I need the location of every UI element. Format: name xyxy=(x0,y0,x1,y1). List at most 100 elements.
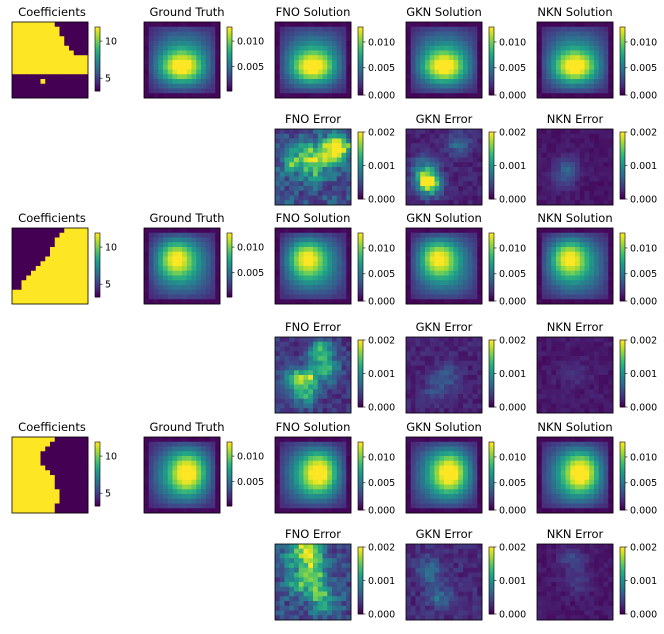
heatmap-cell xyxy=(12,247,18,253)
heatmap-cell xyxy=(332,275,338,281)
heatmap-cell xyxy=(415,384,421,390)
heatmap-cell xyxy=(439,162,445,168)
heatmap-cell xyxy=(458,275,464,281)
heatmap-cell xyxy=(551,195,557,201)
heatmap-cell xyxy=(594,181,600,187)
heatmap-cell xyxy=(594,129,600,135)
heatmap-cell xyxy=(608,171,614,177)
heatmap-cell xyxy=(453,337,459,343)
heatmap-cell xyxy=(346,375,352,381)
heatmap-cell xyxy=(158,232,164,238)
heatmap-cell xyxy=(78,270,84,276)
heatmap-cell xyxy=(434,351,440,357)
heatmap-cell xyxy=(415,232,421,238)
colorbar-segment xyxy=(95,63,100,66)
heatmap-cell xyxy=(570,157,576,163)
heatmap-cell xyxy=(148,228,154,234)
heatmap-cell xyxy=(551,346,557,352)
heatmap-cell xyxy=(26,508,32,514)
heatmap-cell xyxy=(336,190,342,196)
heatmap-cell xyxy=(279,251,285,257)
heatmap-cell xyxy=(21,228,27,234)
heatmap-cell xyxy=(153,36,159,42)
heatmap-cell xyxy=(322,148,328,154)
heatmap-cell xyxy=(177,50,183,56)
heatmap-cell xyxy=(589,133,595,139)
heatmap-cell xyxy=(444,365,450,371)
heatmap-cell xyxy=(322,232,328,238)
heatmap-cell xyxy=(167,270,173,276)
heatmap-cell xyxy=(35,93,41,99)
heatmap-cell xyxy=(458,285,464,291)
heatmap-cell xyxy=(12,26,18,32)
heatmap-cell xyxy=(434,157,440,163)
heatmap-cell xyxy=(565,294,571,300)
heatmap-cell xyxy=(317,266,323,272)
heatmap-cell xyxy=(186,31,192,37)
heatmap-cell xyxy=(294,379,300,385)
heatmap-cell xyxy=(556,41,562,47)
heatmap-cell xyxy=(327,370,333,376)
heatmap-cell xyxy=(472,232,478,238)
heatmap-cell xyxy=(336,237,342,243)
heatmap-cell xyxy=(144,242,150,248)
heatmap-cell xyxy=(603,256,609,262)
heatmap-cell xyxy=(332,247,338,253)
heatmap-cell xyxy=(594,167,600,173)
heatmap-cell xyxy=(322,261,328,267)
heatmap-cell xyxy=(410,266,416,272)
heatmap-cell xyxy=(463,26,469,32)
heatmap-cell xyxy=(69,456,75,462)
heatmap-cell xyxy=(284,55,290,61)
heatmap-cell xyxy=(336,138,342,144)
colorbar-segment xyxy=(489,194,494,198)
colorbar-segment xyxy=(227,237,232,240)
heatmap-cell xyxy=(284,289,290,295)
colorbar-segment xyxy=(227,271,232,274)
colorbar-segment xyxy=(227,256,232,259)
heatmap-cell xyxy=(12,299,18,305)
heatmap-cell xyxy=(425,379,431,385)
heatmap-cell xyxy=(608,289,614,295)
heatmap-cell xyxy=(172,45,178,51)
heatmap-cell xyxy=(598,64,604,70)
heatmap-cell xyxy=(12,41,18,47)
heatmap-cell xyxy=(298,74,304,80)
heatmap-cell xyxy=(434,162,440,168)
heatmap-cell xyxy=(284,242,290,248)
heatmap-cell xyxy=(444,266,450,272)
heatmap-cell xyxy=(458,171,464,177)
heatmap-cell xyxy=(575,200,581,206)
heatmap-cell xyxy=(429,341,435,347)
heatmap-cell xyxy=(463,247,469,253)
heatmap-cell xyxy=(448,247,454,253)
heatmap-cell xyxy=(50,228,56,234)
heatmap-cell xyxy=(560,93,566,99)
heatmap-cell xyxy=(205,22,211,28)
heatmap-cell xyxy=(40,441,46,447)
heatmap-cell xyxy=(575,55,581,61)
heatmap-cell xyxy=(444,152,450,158)
heatmap-cell xyxy=(467,162,473,168)
heatmap-cell xyxy=(294,36,300,42)
heatmap-cell xyxy=(322,285,328,291)
heatmap-cell xyxy=(603,167,609,173)
heatmap-cell xyxy=(40,508,46,514)
heatmap-cell xyxy=(444,346,450,352)
heatmap-cell xyxy=(584,289,590,295)
heatmap-cell xyxy=(303,228,309,234)
heatmap-cell xyxy=(308,148,314,154)
heatmap-cell xyxy=(35,79,41,85)
heatmap-cell xyxy=(317,83,323,89)
heatmap-cell xyxy=(21,441,27,447)
heatmap-cell xyxy=(294,31,300,37)
heatmap-cell xyxy=(45,237,51,243)
colorbar-segment xyxy=(489,380,494,383)
heatmap-cell xyxy=(78,60,84,66)
colorbar-segment xyxy=(620,255,625,259)
heatmap-cell xyxy=(477,31,483,37)
heatmap-cell xyxy=(303,83,309,89)
colorbar-segment xyxy=(620,267,625,270)
heatmap-cell xyxy=(458,93,464,99)
